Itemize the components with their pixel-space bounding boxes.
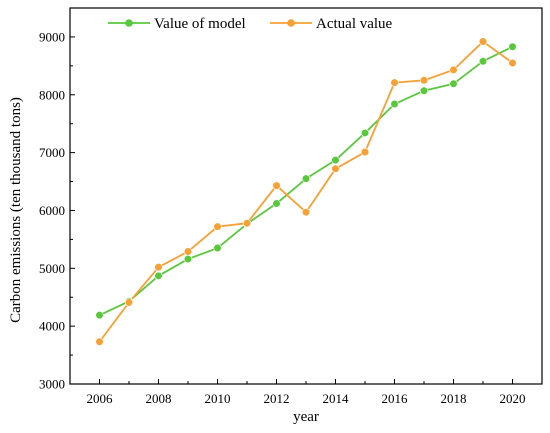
x-tick-label: 2020 bbox=[500, 391, 526, 406]
data-point-0 bbox=[154, 271, 163, 280]
data-point-1 bbox=[478, 37, 488, 46]
data-point-1 bbox=[183, 247, 193, 256]
data-point-0 bbox=[478, 57, 488, 66]
y-tick-label: 6000 bbox=[39, 203, 65, 218]
legend: Value of model Actual value bbox=[108, 16, 393, 32]
y-tick-label: 5000 bbox=[39, 261, 65, 276]
data-point-0 bbox=[390, 99, 399, 109]
legend-marker-actual-value bbox=[287, 19, 295, 27]
data-point-0 bbox=[360, 128, 370, 138]
legend-label-value-of-model: Value of model bbox=[154, 16, 246, 32]
x-tick-label: 2008 bbox=[146, 391, 172, 406]
data-point-0 bbox=[508, 42, 517, 51]
x-axis-title: year bbox=[293, 409, 319, 425]
y-tick-label: 8000 bbox=[39, 87, 65, 102]
data-point-1 bbox=[154, 263, 163, 272]
data-point-1 bbox=[301, 208, 311, 217]
y-axis-title: Carbon emissions (ten thousand tons) bbox=[8, 97, 24, 323]
data-point-1 bbox=[213, 222, 222, 231]
x-tick-label: 2018 bbox=[441, 391, 467, 406]
data-point-1 bbox=[390, 78, 399, 87]
y-tick-label: 7000 bbox=[39, 145, 65, 160]
x-tick-label: 2014 bbox=[323, 391, 350, 406]
data-point-0 bbox=[272, 199, 281, 208]
y-tick-label: 4000 bbox=[39, 319, 65, 334]
x-tick-label: 2012 bbox=[264, 391, 290, 406]
data-point-0 bbox=[301, 174, 311, 183]
plot-frame bbox=[69, 7, 543, 385]
y-tick-label: 9000 bbox=[39, 29, 65, 44]
data-point-1 bbox=[124, 298, 134, 307]
y-axis: 3000 4000 5000 6000 7000 8000 9000 bbox=[39, 29, 75, 392]
plot-border bbox=[69, 7, 543, 385]
x-axis: 2006 2008 2010 2012 2014 2016 2018 2020 bbox=[69, 379, 543, 406]
data-point-1 bbox=[360, 147, 370, 157]
y-tick-label: 3000 bbox=[39, 377, 65, 392]
legend-marker-value-of-model bbox=[125, 19, 133, 27]
data-point-1 bbox=[95, 337, 104, 346]
x-tick-label: 2016 bbox=[382, 391, 409, 406]
legend-label-actual-value: Actual value bbox=[316, 16, 393, 32]
data-point-1 bbox=[331, 164, 340, 173]
data-point-1 bbox=[272, 181, 281, 190]
data-point-0 bbox=[331, 156, 340, 165]
data-point-1 bbox=[508, 58, 517, 68]
data-point-1 bbox=[242, 219, 252, 228]
data-point-1 bbox=[419, 76, 429, 85]
data-point-0 bbox=[95, 311, 104, 320]
x-tick-label: 2010 bbox=[205, 391, 231, 406]
data-point-0 bbox=[449, 79, 458, 88]
data-point-0 bbox=[183, 254, 193, 264]
x-tick-label: 2006 bbox=[87, 391, 114, 406]
data-point-0 bbox=[419, 86, 429, 95]
series-layer bbox=[95, 37, 517, 346]
data-point-1 bbox=[449, 65, 458, 74]
data-point-0 bbox=[213, 243, 222, 253]
